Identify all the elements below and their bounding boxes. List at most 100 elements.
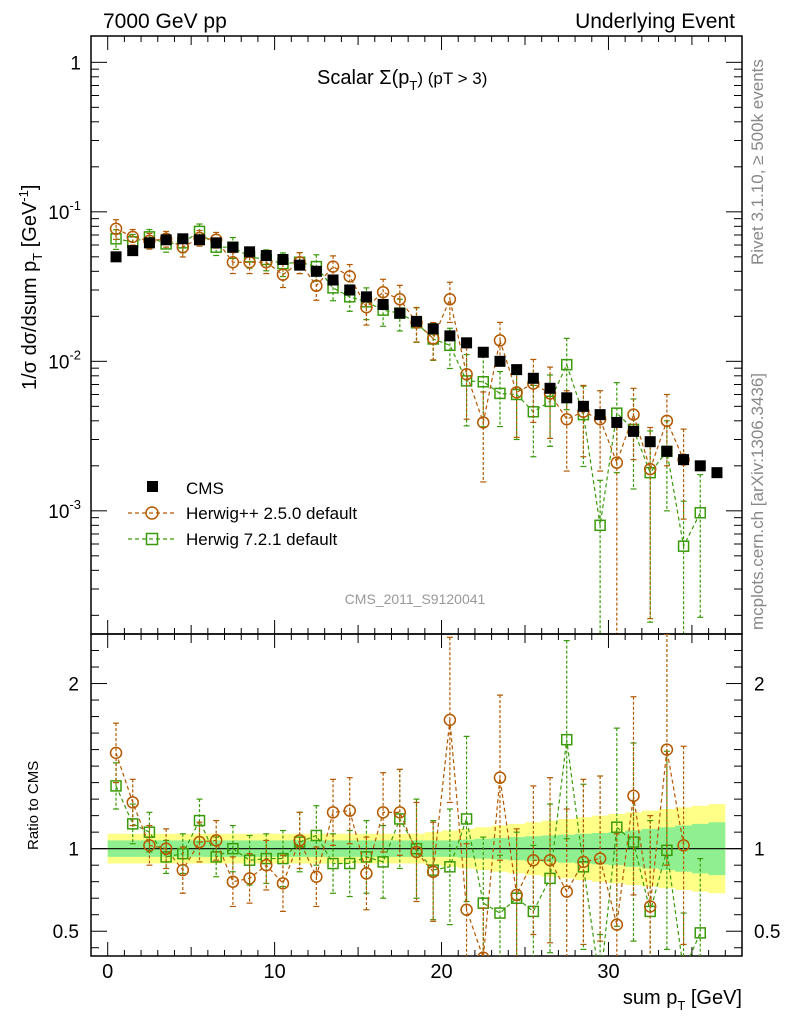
- herwig7-point: [560, 358, 573, 371]
- cms-point: [277, 253, 289, 265]
- herwigpp-ratio-point: [260, 858, 273, 872]
- cms-point: [494, 355, 506, 367]
- herwigpp-point: [310, 279, 323, 293]
- herwigpp-ratio-point: [627, 789, 640, 803]
- herwigpp-ratio-point: [410, 845, 423, 859]
- herwigpp-ratio-point: [393, 806, 407, 819]
- herwigpp-ratio-point: [126, 796, 139, 809]
- herwigpp-ratio-point: [176, 863, 190, 877]
- herwig7-ratio-point: [343, 857, 356, 870]
- herwigpp-ratio-point: [376, 806, 390, 819]
- herwigpp-ratio-point: [527, 853, 540, 867]
- herwig7-ratio-point: [444, 861, 456, 873]
- herwigpp-point: [109, 222, 123, 236]
- y-axis-label: 1/σ dσ/dsum pT [GeV-1]: [16, 185, 45, 390]
- herwigpp-ratio-point: [159, 842, 173, 855]
- ratio-tick-label-left: 1: [68, 840, 79, 861]
- herwigpp-ratio-point: [343, 804, 356, 817]
- legend: CMS Herwig++ 2.5.0 default Herwig 7.2.1 …: [128, 479, 357, 549]
- herwigpp-ratio-point: [209, 834, 223, 847]
- herwigpp-point: [477, 416, 490, 429]
- herwig7-ratio-point: [260, 852, 273, 865]
- herwigpp-ratio-point: [109, 746, 123, 760]
- plot-title-sub: T: [409, 78, 417, 93]
- cms-point: [544, 382, 556, 394]
- herwig7-ratio-point: [494, 907, 506, 919]
- cms-point: [377, 298, 389, 310]
- cms-point: [561, 392, 573, 404]
- ratio-tick-label-right: 0.5: [754, 922, 780, 943]
- cms-point: [511, 364, 523, 376]
- cms-point: [360, 291, 372, 303]
- side-text-rivet: Rivet 3.1.10, ≥ 500k events: [748, 59, 767, 265]
- herwigpp-ratio-point: [610, 918, 624, 931]
- y-axis-label-main: 1/σ dσ/dsum p: [19, 261, 41, 390]
- herwigpp-ratio-point: [426, 865, 440, 879]
- cms-point: [628, 425, 639, 437]
- herwigpp-point: [243, 255, 256, 269]
- herwigpp-ratio-point: [226, 875, 240, 888]
- cms-point: [310, 265, 322, 277]
- herwig7-ratio-point: [227, 842, 239, 855]
- herwigpp-point: [443, 293, 457, 306]
- y-tick-label: 10-2: [48, 347, 81, 373]
- herwigpp-ratio-point: [643, 900, 657, 913]
- x-axis-label-end: [GeV]: [685, 987, 742, 1009]
- y-tick-label: 10-3: [48, 497, 81, 523]
- cms-point: [461, 337, 473, 349]
- herwigpp-ratio-point: [477, 951, 490, 956]
- herwigpp-ratio-point: [293, 834, 306, 847]
- herwigpp-ratio-point: [326, 806, 340, 819]
- y-tick-label-exp: -3: [69, 497, 81, 512]
- side-text-mcplots: mcplots.cern.ch [arXiv:1306.3436]: [748, 373, 767, 630]
- y-axis-label-end: ]: [19, 185, 41, 191]
- herwigpp-ratio-point: [593, 852, 607, 865]
- herwig7-point: [477, 376, 490, 388]
- herwigpp-ratio-point: [543, 853, 557, 867]
- herwig7-point: [494, 387, 506, 400]
- y-tick-label: 1: [70, 53, 81, 74]
- cms-point: [127, 245, 139, 257]
- cms-point: [227, 241, 239, 253]
- herwig7-ratio-point: [327, 857, 339, 870]
- x-tick-label: 20: [430, 961, 452, 983]
- herwig7-ratio-point: [160, 851, 172, 863]
- ratio-tick-label-left: 0.5: [53, 922, 79, 943]
- cms-point: [244, 246, 256, 258]
- cms-point: [644, 436, 656, 448]
- herwigpp-point: [627, 408, 640, 421]
- x-axis-label-main: sum p: [623, 987, 677, 1009]
- cms-point: [327, 274, 339, 286]
- cms-point: [477, 346, 489, 358]
- cms-point: [294, 259, 306, 271]
- herwigpp-ratio-point: [577, 855, 590, 869]
- herwig7-ratio-point: [611, 821, 623, 833]
- cms-point: [694, 460, 706, 472]
- herwigpp-point: [643, 462, 657, 476]
- plot-title-end: ) (pT > 3): [417, 69, 487, 88]
- herwigpp-point: [343, 270, 356, 283]
- herwigpp-ratio-point: [510, 888, 523, 902]
- herwigpp-point: [510, 386, 523, 399]
- herwigpp-ratio-point: [276, 877, 290, 890]
- cms-point: [344, 284, 356, 296]
- herwig7-ratio-point: [460, 813, 473, 825]
- y-axis-label-mid: [GeV: [19, 201, 41, 253]
- cms-point: [210, 237, 222, 249]
- cms-point: [678, 454, 690, 466]
- x-axis-label-sub: T: [677, 998, 685, 1013]
- legend-marker-cms: [147, 481, 158, 492]
- y-tick-label-exp: -2: [69, 347, 81, 362]
- herwig7-ratio-point: [310, 829, 323, 842]
- herwigpp-ratio-point: [660, 743, 674, 756]
- cms-point: [260, 250, 272, 262]
- plot-title: Scalar Σ(pT) (pT > 3): [317, 67, 487, 93]
- analysis-watermark: CMS_2011_S9120041: [345, 591, 486, 607]
- cms-point: [527, 372, 539, 384]
- herwigpp-point: [126, 230, 139, 244]
- herwigpp-point: [610, 456, 624, 469]
- herwigpp-point: [326, 260, 340, 273]
- herwigpp-point: [493, 334, 507, 347]
- legend-label-herwigpp: Herwig++ 2.5.0 default: [186, 504, 357, 523]
- herwigpp-ratio-point: [243, 872, 256, 885]
